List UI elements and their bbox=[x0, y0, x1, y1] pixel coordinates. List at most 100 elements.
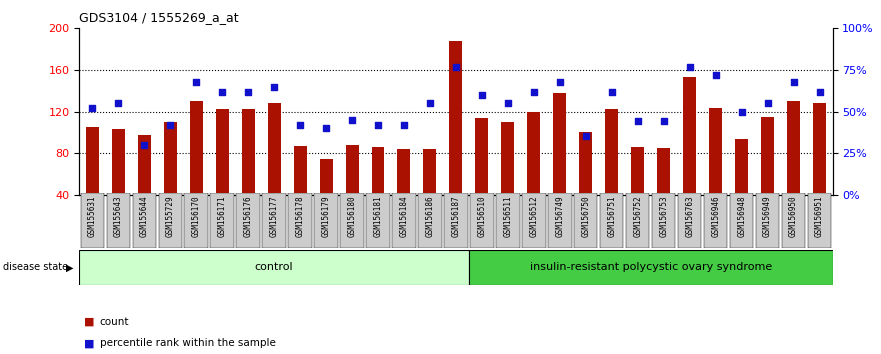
Bar bbox=[735, 138, 748, 195]
Point bbox=[812, 89, 826, 95]
Point bbox=[215, 89, 229, 95]
Text: GSM156749: GSM156749 bbox=[555, 196, 565, 237]
Text: GDS3104 / 1555269_a_at: GDS3104 / 1555269_a_at bbox=[79, 11, 239, 24]
FancyBboxPatch shape bbox=[107, 193, 130, 248]
Text: GSM156510: GSM156510 bbox=[478, 196, 486, 237]
Text: GSM156751: GSM156751 bbox=[607, 196, 617, 237]
FancyBboxPatch shape bbox=[340, 193, 364, 248]
Bar bbox=[216, 109, 229, 195]
Bar bbox=[320, 159, 332, 195]
Bar bbox=[657, 148, 670, 195]
Point bbox=[787, 79, 801, 84]
Bar bbox=[580, 132, 592, 195]
Point bbox=[527, 89, 541, 95]
Text: GSM156181: GSM156181 bbox=[374, 196, 382, 237]
Point bbox=[319, 125, 333, 131]
FancyBboxPatch shape bbox=[469, 250, 833, 285]
Point bbox=[189, 79, 204, 84]
Point bbox=[579, 133, 593, 139]
Point bbox=[500, 101, 515, 106]
Bar bbox=[683, 77, 696, 195]
Point bbox=[631, 119, 645, 124]
FancyBboxPatch shape bbox=[392, 193, 416, 248]
Bar bbox=[476, 118, 488, 195]
Text: GSM156950: GSM156950 bbox=[789, 196, 798, 237]
Bar bbox=[164, 122, 177, 195]
Bar bbox=[528, 112, 540, 195]
FancyBboxPatch shape bbox=[730, 193, 753, 248]
FancyBboxPatch shape bbox=[470, 193, 493, 248]
Bar bbox=[397, 149, 411, 195]
Text: GSM156763: GSM156763 bbox=[685, 196, 694, 237]
Text: ▶: ▶ bbox=[65, 262, 73, 272]
FancyBboxPatch shape bbox=[263, 193, 285, 248]
Point bbox=[735, 109, 749, 114]
Point bbox=[85, 105, 100, 111]
Text: ■: ■ bbox=[84, 338, 94, 348]
FancyBboxPatch shape bbox=[756, 193, 780, 248]
Point bbox=[423, 101, 437, 106]
Bar bbox=[293, 146, 307, 195]
Text: GSM155631: GSM155631 bbox=[88, 196, 97, 237]
Text: GSM156187: GSM156187 bbox=[451, 196, 461, 237]
Bar bbox=[632, 147, 644, 195]
FancyBboxPatch shape bbox=[79, 250, 469, 285]
Text: GSM156750: GSM156750 bbox=[581, 196, 590, 237]
Text: GSM156177: GSM156177 bbox=[270, 196, 278, 237]
Text: GSM156176: GSM156176 bbox=[244, 196, 253, 237]
Text: GSM156186: GSM156186 bbox=[426, 196, 434, 237]
Point bbox=[760, 101, 774, 106]
Point bbox=[137, 142, 152, 148]
Point bbox=[475, 92, 489, 98]
Point bbox=[683, 64, 697, 69]
Text: GSM156512: GSM156512 bbox=[529, 196, 538, 237]
Text: GSM156948: GSM156948 bbox=[737, 196, 746, 237]
Point bbox=[293, 122, 307, 128]
Point bbox=[345, 117, 359, 123]
FancyBboxPatch shape bbox=[159, 193, 181, 248]
Bar bbox=[501, 122, 515, 195]
FancyBboxPatch shape bbox=[678, 193, 701, 248]
Bar bbox=[112, 129, 125, 195]
FancyBboxPatch shape bbox=[184, 193, 208, 248]
Bar bbox=[709, 108, 722, 195]
Text: GSM156179: GSM156179 bbox=[322, 196, 330, 237]
Bar bbox=[345, 145, 359, 195]
FancyBboxPatch shape bbox=[522, 193, 545, 248]
FancyBboxPatch shape bbox=[652, 193, 676, 248]
FancyBboxPatch shape bbox=[236, 193, 260, 248]
Bar bbox=[268, 103, 280, 195]
Point bbox=[708, 72, 722, 78]
Bar bbox=[605, 109, 618, 195]
FancyBboxPatch shape bbox=[418, 193, 441, 248]
Text: GSM156184: GSM156184 bbox=[399, 196, 409, 237]
Text: GSM155729: GSM155729 bbox=[166, 196, 174, 237]
FancyBboxPatch shape bbox=[782, 193, 805, 248]
Text: GSM156753: GSM156753 bbox=[659, 196, 668, 237]
FancyBboxPatch shape bbox=[600, 193, 624, 248]
Point bbox=[267, 84, 281, 89]
Text: GSM156180: GSM156180 bbox=[347, 196, 357, 237]
Point bbox=[397, 122, 411, 128]
Bar bbox=[372, 147, 384, 195]
Point bbox=[371, 122, 385, 128]
FancyBboxPatch shape bbox=[626, 193, 649, 248]
Text: GSM156511: GSM156511 bbox=[503, 196, 513, 237]
Text: GSM156951: GSM156951 bbox=[815, 196, 824, 237]
Text: control: control bbox=[255, 262, 293, 272]
FancyBboxPatch shape bbox=[80, 193, 104, 248]
Text: GSM155644: GSM155644 bbox=[140, 196, 149, 237]
FancyBboxPatch shape bbox=[574, 193, 597, 248]
FancyBboxPatch shape bbox=[211, 193, 233, 248]
FancyBboxPatch shape bbox=[548, 193, 572, 248]
Bar bbox=[761, 117, 774, 195]
Bar bbox=[189, 101, 203, 195]
Text: insulin-resistant polycystic ovary syndrome: insulin-resistant polycystic ovary syndr… bbox=[529, 262, 772, 272]
Text: count: count bbox=[100, 317, 129, 327]
Point bbox=[552, 79, 566, 84]
Text: GSM156949: GSM156949 bbox=[763, 196, 772, 237]
Text: GSM156171: GSM156171 bbox=[218, 196, 226, 237]
FancyBboxPatch shape bbox=[496, 193, 520, 248]
Point bbox=[111, 101, 125, 106]
Text: disease state: disease state bbox=[3, 262, 68, 272]
